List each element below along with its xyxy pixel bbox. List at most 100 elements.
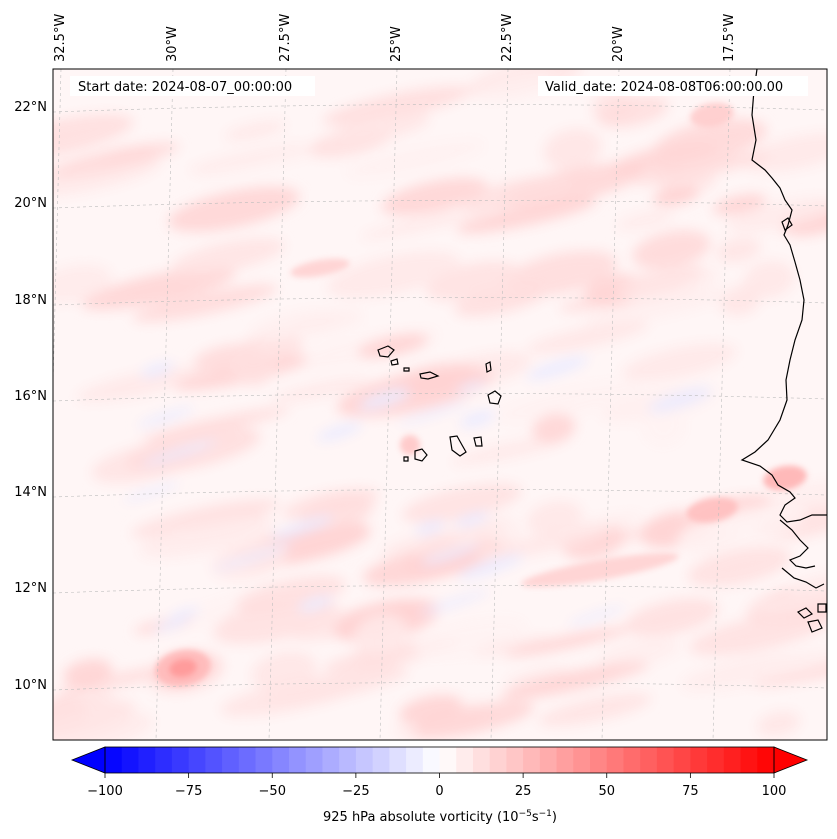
vorticity-field	[53, 69, 827, 740]
colorbar-cell	[305, 747, 324, 773]
parallel-line	[53, 200, 827, 209]
vorticity-patch	[232, 346, 276, 386]
vorticity-patch	[583, 287, 736, 326]
vorticity-patch	[503, 250, 617, 297]
island-maio	[473, 436, 483, 447]
vorticity-patch	[224, 120, 286, 141]
vorticity-patch	[632, 230, 711, 270]
vorticity-patch	[55, 664, 183, 695]
map-frame	[52, 68, 828, 741]
vorticity-patch	[360, 208, 491, 239]
lon-label: 27.5°W	[278, 14, 293, 62]
start-date-box	[70, 76, 315, 96]
colorbar-cell	[640, 747, 658, 773]
vorticity-patch	[765, 480, 827, 513]
vorticity-patch	[496, 382, 643, 422]
vorticity-patch	[327, 251, 460, 298]
start-date-label: Start date: 2024-08-07_00:00:00	[78, 80, 292, 95]
lon-label: 20°W	[611, 26, 626, 62]
colorbar-cell	[322, 747, 340, 773]
vorticity-patch	[236, 576, 346, 614]
negative-vorticity-patch	[415, 520, 446, 535]
coast-inlet-2	[781, 567, 825, 589]
lon-label: 17.5°W	[722, 14, 737, 62]
parallel-line	[53, 104, 827, 113]
vorticity-patch	[652, 118, 767, 164]
colorbar-extend-min	[70, 746, 106, 774]
vorticity-patch	[454, 285, 545, 317]
vorticity-patch	[171, 238, 285, 275]
vorticity-patch	[323, 86, 471, 126]
vorticity-patch	[139, 516, 275, 558]
vorticity-patch	[132, 284, 278, 323]
colorbar-cell	[222, 747, 240, 773]
negative-vorticity-patch	[270, 516, 334, 539]
vorticity-patch	[53, 113, 134, 162]
island-santiago	[449, 435, 467, 457]
parallel-line	[53, 585, 827, 594]
negative-vorticity-patch	[420, 544, 480, 566]
colorbar-cell	[255, 747, 273, 773]
vorticity-patch	[597, 95, 669, 128]
negative-vorticity-patch	[297, 595, 333, 612]
parallel-line	[53, 393, 827, 402]
vorticity-patch	[53, 142, 180, 177]
island-sal	[485, 361, 492, 373]
meridian-line	[712, 69, 731, 740]
colorbar-extend-max	[773, 746, 809, 774]
graticule	[53, 69, 827, 740]
vorticity-patch	[456, 197, 597, 234]
vorticity-patch	[451, 436, 569, 465]
colorbar-cell	[606, 747, 625, 773]
colorbar-cell	[339, 747, 357, 773]
colorbar-cell	[105, 747, 123, 773]
colorbar-cell	[389, 747, 407, 773]
vorticity-patch	[81, 266, 236, 310]
parallel-line	[53, 297, 827, 306]
colorbar-cell	[690, 747, 708, 773]
vorticity-patch	[759, 649, 827, 675]
lat-label: 22°N	[14, 100, 47, 115]
vorticity-patch	[412, 701, 535, 738]
lon-label: 32.5°W	[53, 14, 68, 62]
vorticity-patch	[251, 651, 317, 692]
lat-label: 10°N	[14, 678, 47, 693]
colorbar-tick-label: 25	[515, 784, 532, 799]
vorticity-maximum	[290, 258, 350, 278]
negative-vorticity-patch	[137, 407, 194, 428]
colorbar: −100 −75 −50 −25 0 25 50 75 100 925 hPa absolute…	[70, 746, 809, 825]
vorticity-patch	[501, 661, 649, 699]
colorbar-cell	[740, 747, 758, 773]
vorticity-patch	[53, 712, 154, 740]
colorbar-cell	[707, 747, 725, 773]
vorticity-patch	[677, 504, 806, 551]
vorticity-patch	[687, 546, 792, 587]
vorticity-patch	[354, 613, 408, 653]
negative-vorticity-patch	[212, 543, 293, 571]
lon-label: 22.5°W	[500, 14, 515, 62]
vorticity-maximum	[521, 552, 679, 588]
coast-inlet-1	[779, 519, 816, 569]
island-sao-nicolau	[419, 371, 440, 380]
vorticity-patch	[482, 527, 607, 560]
colorbar-cell	[590, 747, 608, 773]
colorbar-cell	[439, 747, 457, 773]
island-sao-vicente	[390, 358, 399, 366]
colorbar-tick-label: 75	[682, 784, 699, 799]
lat-label: 16°N	[14, 389, 47, 404]
vorticity-patch	[53, 157, 161, 197]
meridian-line	[379, 69, 398, 740]
colorbar-cell	[406, 747, 424, 773]
negative-vorticity-patch	[526, 356, 589, 380]
vorticity-patch	[76, 367, 202, 402]
vorticity-patch	[622, 343, 737, 382]
vorticity-patch	[381, 177, 488, 216]
vorticity-patch	[53, 698, 136, 740]
vorticity-patch	[538, 693, 652, 727]
valid-date-label: Valid_date: 2024-08-08T06:00:00.00	[545, 80, 783, 95]
vorticity-patch	[475, 72, 557, 100]
vorticity-patch	[756, 711, 801, 737]
coast-islands-south	[796, 603, 827, 633]
vorticity-patch	[198, 145, 329, 176]
